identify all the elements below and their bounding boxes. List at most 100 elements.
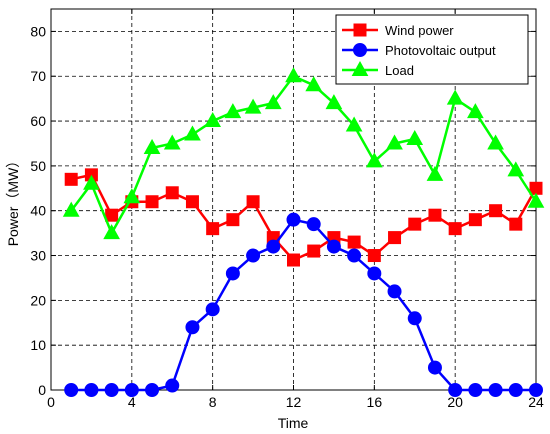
data-point <box>446 89 464 105</box>
data-point <box>165 378 180 393</box>
x-tick-label: 16 <box>367 394 383 410</box>
data-point <box>365 152 383 168</box>
data-point <box>529 181 543 195</box>
data-point <box>84 383 99 397</box>
data-point <box>325 94 343 110</box>
data-point <box>64 172 78 186</box>
data-point <box>246 248 261 263</box>
data-point <box>487 134 504 150</box>
data-point <box>305 76 323 92</box>
y-tick-label: 0 <box>38 382 46 398</box>
data-point <box>205 302 220 317</box>
x-tick-label: 24 <box>528 394 544 410</box>
data-point <box>407 311 422 326</box>
y-tick-label: 10 <box>30 337 46 353</box>
y-tick-label: 20 <box>30 292 46 308</box>
data-point <box>62 201 80 217</box>
data-point <box>386 134 403 150</box>
data-point <box>489 204 503 218</box>
data-point <box>143 138 161 154</box>
data-point <box>184 125 201 141</box>
data-point <box>145 383 160 397</box>
data-point <box>488 383 503 397</box>
y-axis-title: Power（MW） <box>5 154 21 247</box>
data-point <box>306 217 321 232</box>
axis-ticks: 0 4 8 12 16 20 24 0 10 20 30 40 50 60 70 80 <box>30 9 544 410</box>
data-point <box>326 239 341 254</box>
legend-label: Photovoltaic output <box>385 43 496 58</box>
data-point <box>426 165 444 181</box>
data-point <box>427 360 442 375</box>
legend: Wind power Photovoltaic output Load <box>335 14 529 85</box>
data-point <box>224 103 242 119</box>
data-point <box>448 222 462 236</box>
x-tick-label: 20 <box>447 394 463 410</box>
y-tick-label: 70 <box>30 68 46 84</box>
data-point <box>165 186 179 200</box>
data-point <box>64 383 79 397</box>
data-point <box>467 103 484 119</box>
y-tick-label: 30 <box>30 248 46 264</box>
series-lines <box>62 67 545 397</box>
data-point <box>468 383 483 397</box>
data-point <box>204 112 222 128</box>
data-point <box>226 213 240 227</box>
data-point <box>428 208 442 222</box>
data-point <box>509 217 523 231</box>
data-point <box>286 212 301 227</box>
series-triangle-group <box>62 67 545 240</box>
data-point <box>185 195 199 209</box>
data-point <box>408 217 422 231</box>
data-point <box>246 195 260 209</box>
data-point <box>145 195 159 209</box>
data-point <box>105 208 119 222</box>
data-point <box>507 161 525 177</box>
data-point <box>347 235 361 249</box>
data-point <box>83 174 100 190</box>
data-point <box>406 129 424 145</box>
data-point <box>206 222 220 236</box>
data-point <box>367 266 382 281</box>
data-point <box>387 284 402 299</box>
data-point <box>264 94 282 110</box>
data-point <box>123 188 141 204</box>
data-point <box>468 213 482 227</box>
x-tick-label: 8 <box>209 394 217 410</box>
data-point <box>529 383 543 397</box>
data-point <box>347 248 362 263</box>
data-point <box>287 253 300 267</box>
legend-marker <box>353 43 367 57</box>
data-point <box>244 98 262 114</box>
data-point <box>124 383 139 397</box>
data-point <box>448 383 463 397</box>
x-tick-label: 4 <box>128 394 136 410</box>
data-point <box>104 383 119 397</box>
data-point <box>307 244 321 258</box>
legend-label: Wind power <box>385 23 454 38</box>
x-tick-label: 12 <box>286 394 302 410</box>
legend-label: Load <box>385 63 414 78</box>
data-point <box>367 249 381 263</box>
x-tick-label: 0 <box>47 394 55 410</box>
x-axis-title: Time <box>278 415 309 431</box>
y-tick-label: 80 <box>30 23 46 39</box>
data-point <box>388 231 402 245</box>
data-point <box>527 192 545 208</box>
data-point <box>163 134 181 150</box>
data-point <box>266 239 281 254</box>
y-tick-label: 50 <box>30 158 46 174</box>
y-tick-label: 40 <box>30 203 46 219</box>
data-point <box>185 320 200 335</box>
legend-marker <box>351 60 369 76</box>
series-circle-group <box>64 212 543 397</box>
series-square-group <box>64 168 543 267</box>
data-point <box>285 67 302 83</box>
data-point <box>345 116 363 132</box>
legend-marker <box>353 23 367 37</box>
data-point <box>508 383 523 397</box>
y-tick-label: 60 <box>30 113 46 129</box>
data-point <box>103 224 120 240</box>
data-point <box>225 266 240 281</box>
